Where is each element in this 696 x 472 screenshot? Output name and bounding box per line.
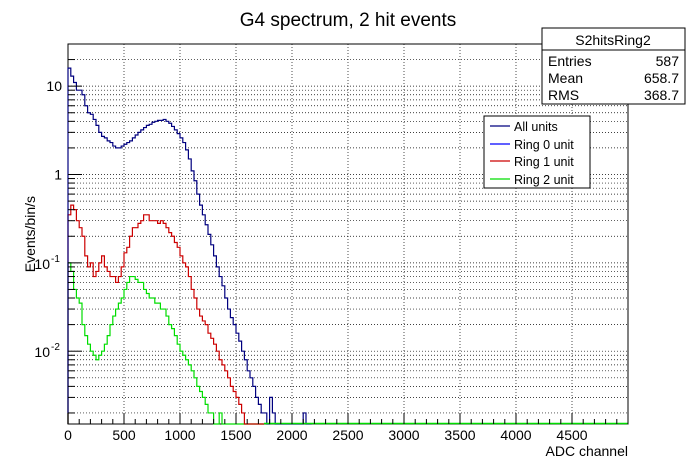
x-tick-label: 3500 — [444, 427, 475, 443]
x-tick-label: 1000 — [164, 427, 195, 443]
stats-value-mean: 658.7 — [644, 70, 679, 86]
series-line-all-units — [67, 67, 312, 425]
stats-box: S2hitsRing2 Entries 587 Mean 658.7 RMS 3… — [541, 27, 686, 105]
legend-frame — [483, 115, 591, 189]
stats-label-entries: Entries — [548, 53, 592, 69]
x-tick-label: 2500 — [332, 427, 363, 443]
stats-label-mean: Mean — [548, 70, 583, 86]
x-tick-label: 4000 — [500, 427, 531, 443]
legend-label-ring-1: Ring 1 unit — [514, 155, 574, 169]
y-tick-exponent: -2 — [51, 342, 60, 353]
stats-box-frame — [541, 27, 686, 105]
grid — [68, 43, 628, 424]
y-tick-label: 10 — [46, 78, 62, 94]
y-tick-label: 10 — [34, 344, 50, 360]
stats-value-rms: 368.7 — [644, 87, 679, 103]
y-tick-label: 1 — [54, 167, 62, 183]
x-tick-label: 0 — [64, 427, 72, 443]
legend-label-ring-2: Ring 2 unit — [514, 173, 574, 187]
y-axis-label: Events/bin/s — [22, 196, 38, 272]
legend: All units Ring 0 unit Ring 1 unit Ring 2… — [483, 115, 591, 189]
x-tick-label: 1500 — [220, 427, 251, 443]
chart-title: G4 spectrum, 2 hit events — [240, 10, 457, 31]
stats-value-entries: 587 — [656, 53, 680, 69]
x-tick-label: 500 — [112, 427, 136, 443]
x-axis-label: ADC channel — [546, 443, 629, 459]
stats-title: S2hitsRing2 — [575, 32, 651, 48]
legend-label-ring-0: Ring 0 unit — [514, 138, 574, 152]
x-axis: 0 500 1000 1500 2000 2500 3000 3500 4000 4500 — [64, 413, 629, 443]
stats-label-rms: RMS — [548, 87, 579, 103]
y-tick-label: 10 — [34, 256, 50, 272]
x-tick-label: 3000 — [388, 427, 419, 443]
legend-label-all-units: All units — [514, 120, 558, 134]
series-line-ring-1-unit — [67, 204, 264, 425]
y-tick-exponent: -1 — [51, 254, 60, 265]
x-tick-label: 2000 — [276, 427, 307, 443]
x-tick-label: 4500 — [556, 427, 587, 443]
